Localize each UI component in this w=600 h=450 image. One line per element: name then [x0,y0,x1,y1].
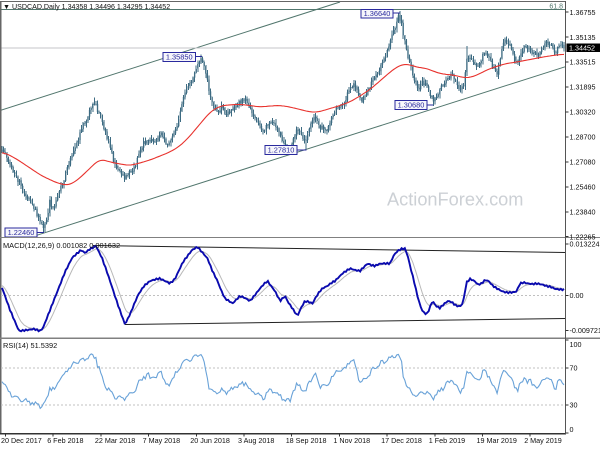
svg-text:1.34452: 1.34452 [569,43,595,52]
svg-text:1.35850: 1.35850 [166,53,193,62]
svg-text:MACD(12,26,9) 0.001082 0.00163: MACD(12,26,9) 0.001082 0.001632 [3,241,120,250]
svg-text:1.30680: 1.30680 [398,101,425,110]
svg-text:19 Mar 2019: 19 Mar 2019 [477,436,517,445]
svg-text:1.28700: 1.28700 [570,133,596,142]
svg-text:20 Jun 2018: 20 Jun 2018 [190,436,230,445]
svg-text:18 Sep 2018: 18 Sep 2018 [286,436,327,445]
svg-text:1.33515: 1.33515 [570,58,596,67]
svg-text:1.25460: 1.25460 [570,182,596,191]
svg-text:30: 30 [570,401,578,410]
svg-text:-0.009721: -0.009721 [570,326,600,335]
svg-text:1.35135: 1.35135 [570,33,596,42]
svg-text:▼ USDCAD,Daily 1.34358 1.3449: ▼ USDCAD,Daily 1.34358 1.34496 1.34295 1… [3,3,170,11]
svg-text:1.36755: 1.36755 [570,8,596,17]
svg-text:1.23840: 1.23840 [570,207,596,216]
svg-text:2 May 2019: 2 May 2019 [524,436,562,445]
svg-text:20 Dec 2017: 20 Dec 2017 [1,436,42,445]
svg-text:1.30320: 1.30320 [570,108,596,117]
svg-text:1.31895: 1.31895 [570,83,596,92]
svg-text:0.00: 0.00 [570,291,584,300]
svg-text:17 Dec 2018: 17 Dec 2018 [381,436,422,445]
svg-text:1 Nov 2018: 1 Nov 2018 [333,436,370,445]
svg-text:0: 0 [570,425,574,434]
svg-text:1.36640: 1.36640 [364,9,391,18]
svg-text:1.22265: 1.22265 [570,232,596,241]
svg-text:100: 100 [570,340,582,349]
svg-text:61.8: 61.8 [549,4,563,11]
svg-text:ActionForex.com: ActionForex.com [387,190,523,210]
svg-text:0.013224: 0.013224 [570,239,600,248]
svg-text:1 Feb 2019: 1 Feb 2019 [429,436,465,445]
svg-text:3 Aug 2018: 3 Aug 2018 [238,436,274,445]
svg-text:7 May 2018: 7 May 2018 [143,436,181,445]
svg-text:1.22460: 1.22460 [8,228,35,237]
svg-text:22 Mar 2018: 22 Mar 2018 [95,436,135,445]
svg-text:6 Feb 2018: 6 Feb 2018 [47,436,83,445]
svg-text:1.27080: 1.27080 [570,158,596,167]
svg-text:70: 70 [570,364,578,373]
svg-text:1.27810: 1.27810 [268,146,295,155]
svg-text:RSI(14) 51.5392: RSI(14) 51.5392 [3,341,57,350]
